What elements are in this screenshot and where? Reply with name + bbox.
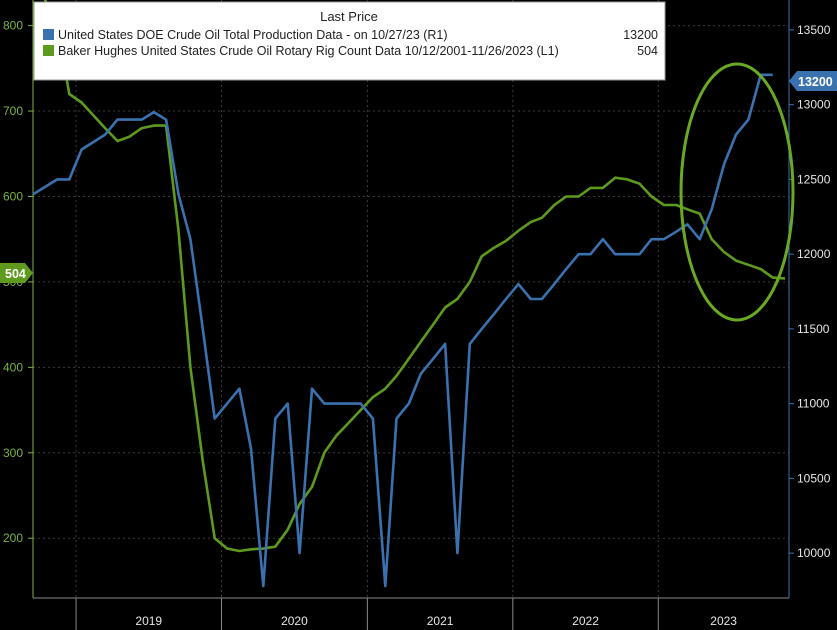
x-tick-label: 2022 bbox=[572, 614, 599, 628]
legend-value-rig-count: 504 bbox=[637, 44, 658, 58]
right-axis-ticks: 10000 10500 11000 11500 12000 12500 13000 13500 bbox=[789, 23, 831, 560]
left-tick-label: 800 bbox=[3, 19, 23, 33]
left-tick-label: 200 bbox=[3, 531, 23, 545]
left-tick-label: 600 bbox=[3, 189, 23, 203]
left-tick-label: 400 bbox=[3, 360, 23, 374]
x-axis-ticks: 2019 2020 2021 2022 2023 bbox=[75, 598, 737, 630]
legend-title: Last Price bbox=[320, 9, 378, 24]
right-last-price-tag: 13200 bbox=[789, 71, 837, 91]
right-tick-label: 11000 bbox=[797, 397, 830, 411]
legend-swatch-production bbox=[43, 29, 54, 40]
right-tick-label: 12000 bbox=[797, 247, 831, 261]
left-tag-value: 504 bbox=[5, 267, 26, 281]
right-tag-value: 13200 bbox=[798, 75, 833, 89]
legend-label-production: United States DOE Crude Oil Total Produc… bbox=[58, 28, 448, 42]
x-tick-label: 2021 bbox=[427, 614, 454, 628]
series-line-production bbox=[32, 73, 773, 588]
x-tick-label: 2019 bbox=[135, 614, 162, 628]
highlight-ellipse bbox=[679, 62, 795, 322]
legend-value-production: 13200 bbox=[623, 28, 658, 42]
left-tag-shape bbox=[0, 263, 33, 283]
left-tick-label: 700 bbox=[3, 104, 23, 118]
legend-label-rig-count: Baker Hughes United States Crude Oil Rot… bbox=[58, 44, 559, 58]
x-tick-label: 2020 bbox=[281, 614, 308, 628]
legend-background bbox=[33, 1, 666, 81]
x-tick-label: 2023 bbox=[710, 614, 737, 628]
legend-swatch-rig-count bbox=[43, 45, 54, 56]
series-line-rig-count bbox=[43, 0, 786, 553]
right-tick-label: 11500 bbox=[797, 322, 830, 336]
left-last-price-tag: 504 bbox=[0, 263, 33, 283]
left-tick-label: 300 bbox=[3, 446, 23, 460]
right-tick-label: 13500 bbox=[797, 23, 831, 37]
right-tick-label: 12500 bbox=[797, 172, 831, 186]
right-tag-shape bbox=[789, 71, 837, 91]
right-tick-label: 13000 bbox=[797, 98, 831, 112]
legend-box: Last Price United States DOE Crude Oil T… bbox=[33, 1, 666, 81]
right-tick-label: 10500 bbox=[797, 471, 831, 485]
right-tick-label: 10000 bbox=[797, 546, 831, 560]
